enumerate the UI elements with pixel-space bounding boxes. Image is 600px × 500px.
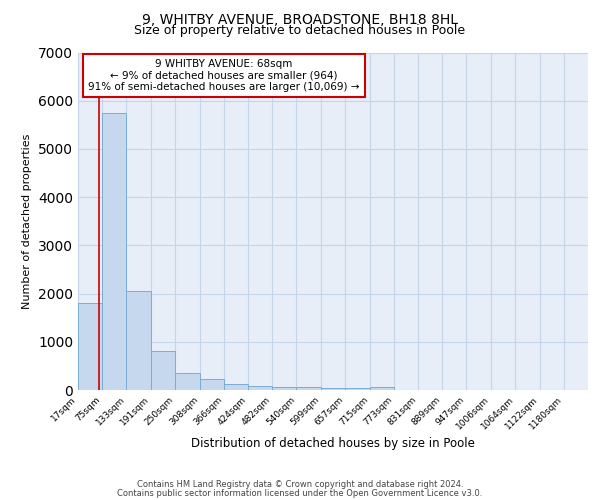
Bar	[224, 384, 248, 390]
Bar	[175, 373, 200, 390]
Bar	[78, 303, 102, 390]
Bar	[102, 113, 127, 390]
X-axis label: Distribution of detached houses by size in Poole: Distribution of detached houses by size …	[191, 436, 475, 450]
Text: 9 WHITBY AVENUE: 68sqm
← 9% of detached houses are smaller (964)
91% of semi-det: 9 WHITBY AVENUE: 68sqm ← 9% of detached …	[88, 59, 359, 92]
Bar	[248, 386, 272, 390]
Text: Contains public sector information licensed under the Open Government Licence v3: Contains public sector information licen…	[118, 488, 482, 498]
Y-axis label: Number of detached properties: Number of detached properties	[22, 134, 32, 309]
Text: Contains HM Land Registry data © Crown copyright and database right 2024.: Contains HM Land Registry data © Crown c…	[137, 480, 463, 489]
Text: 9, WHITBY AVENUE, BROADSTONE, BH18 8HL: 9, WHITBY AVENUE, BROADSTONE, BH18 8HL	[142, 12, 458, 26]
Bar	[272, 387, 296, 390]
Text: Size of property relative to detached houses in Poole: Size of property relative to detached ho…	[134, 24, 466, 37]
Bar	[200, 380, 224, 390]
Bar	[151, 352, 175, 390]
Bar	[127, 291, 151, 390]
Bar	[370, 387, 394, 390]
Bar	[296, 388, 321, 390]
Bar	[321, 388, 346, 390]
Bar	[346, 388, 370, 390]
